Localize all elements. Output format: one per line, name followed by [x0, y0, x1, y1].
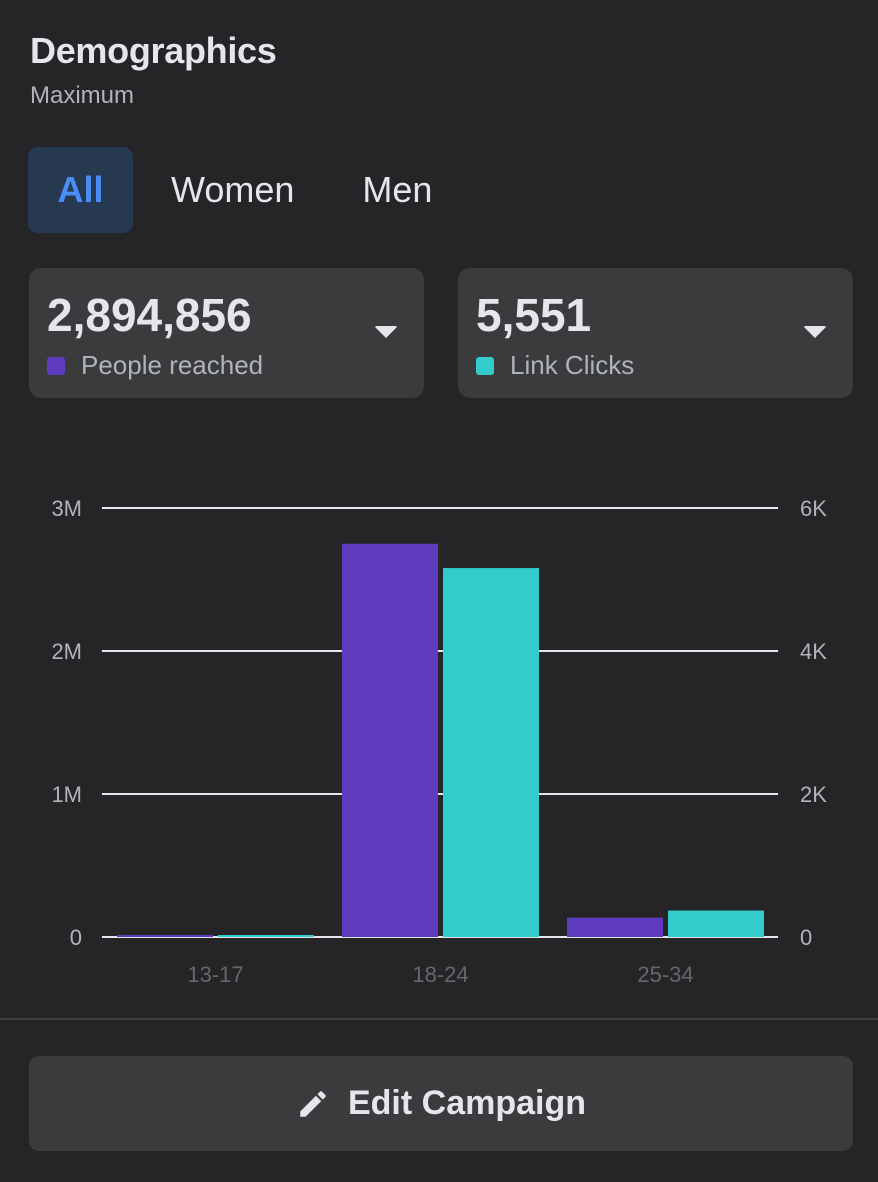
metric-selector-link-clicks[interactable]: 5,551 Link Clicks [458, 268, 853, 398]
edit-campaign-label: Edit Campaign [347, 1084, 587, 1122]
edit-campaign-button[interactable]: Edit Campaign [29, 1056, 853, 1151]
legend-swatch [47, 356, 65, 375]
left-axis-tick-label: 0 [70, 925, 82, 950]
tab-men[interactable]: Men [362, 169, 433, 210]
left-axis-tick-label: 3M [51, 496, 82, 521]
metric-value: 5,551 [476, 289, 592, 341]
x-axis-tick-label: 13-17 [187, 962, 243, 987]
x-axis-tick-label: 18-24 [412, 962, 468, 987]
age-bar-chart: 0 0 1M 2K 2M 4K 3M 6K 13-17 18-24 25-34 [51, 496, 827, 987]
metric-label: People reached [81, 350, 264, 380]
gender-tabs: All Women Men [28, 146, 432, 234]
metric-selector-people-reached[interactable]: 2,894,856 People reached [29, 268, 424, 398]
right-axis-tick-label: 6K [800, 496, 827, 521]
right-axis-tick-label: 4K [800, 639, 827, 664]
right-axis-tick-label: 2K [800, 782, 827, 807]
x-axis-tick-label: 25-34 [637, 962, 693, 987]
bar-people-reached [117, 935, 213, 937]
bar-people-reached [342, 543, 438, 937]
page-title: Demographics [30, 30, 277, 71]
metric-label: Link Clicks [510, 350, 635, 380]
bar-link-clicks [218, 935, 314, 937]
left-axis-tick-label: 1M [51, 782, 82, 807]
left-axis-tick-label: 2M [51, 639, 82, 664]
bar-link-clicks [443, 568, 539, 937]
page-subtitle: Maximum [30, 82, 135, 109]
chevron-down-icon[interactable] [803, 326, 827, 338]
bar-people-reached [567, 917, 663, 937]
divider [0, 1018, 878, 1020]
pencil-icon [300, 1090, 326, 1117]
tab-all[interactable]: All [28, 147, 133, 233]
right-axis-tick-label: 0 [800, 925, 812, 950]
legend-swatch [476, 356, 494, 375]
metric-value: 2,894,856 [47, 289, 252, 341]
bar-link-clicks [668, 910, 764, 937]
tab-women[interactable]: Women [171, 169, 295, 210]
chevron-down-icon[interactable] [374, 326, 398, 338]
